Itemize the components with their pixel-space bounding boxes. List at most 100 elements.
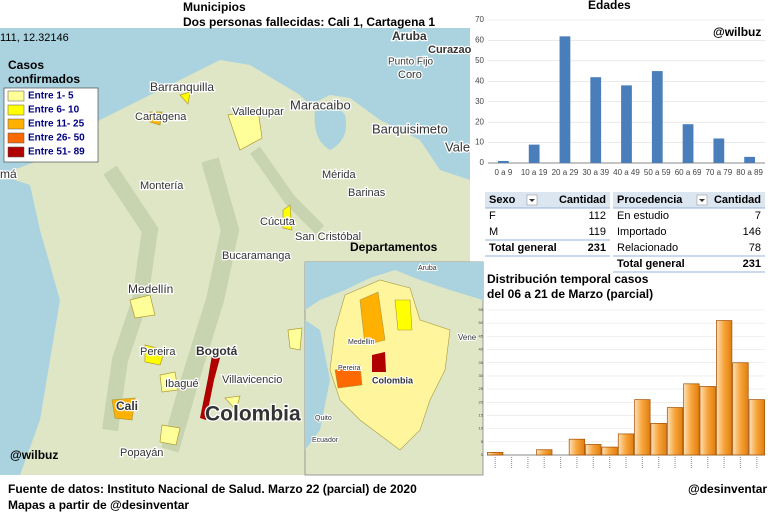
bar: [601, 446, 618, 456]
table-cell: 146: [743, 226, 761, 238]
map-label: Medellín: [128, 282, 173, 296]
table-cell: En estudio: [617, 210, 669, 222]
inset-label: Aruba: [418, 265, 437, 272]
y-tick-label: 5: [481, 439, 484, 444]
bar: [666, 407, 684, 456]
legend-title: Casos confirmados: [8, 58, 80, 86]
filter-arrow: [699, 199, 705, 202]
bar: [559, 36, 571, 163]
y-tick-label: 20: [475, 117, 484, 126]
footer-source: Fuente de datos: Instituto Nacional de S…: [8, 482, 417, 496]
table-header: Sexo: [489, 194, 516, 206]
inset-label: Pereira: [338, 365, 361, 372]
table-cell: 78: [749, 242, 761, 254]
table-cell: F: [489, 210, 496, 222]
filter-arrow: [529, 199, 535, 202]
bar: [585, 444, 602, 456]
bar: [568, 438, 586, 456]
y-tick-label: 45: [479, 333, 484, 338]
map-label: Punto Fijo: [388, 57, 433, 68]
tables: Sexo Cantidad F 112 M 119 Total general 231 Proc…: [485, 192, 765, 273]
table-total-bg: [613, 256, 765, 272]
bar: [528, 144, 540, 163]
chart-title: Distribución temporal casos del 06 a 21 d…: [487, 272, 653, 301]
bar: [650, 423, 667, 456]
legend-swatch: [7, 118, 25, 130]
legend-label: Entre 11- 25: [28, 119, 85, 130]
y-tick-label: 70: [475, 15, 484, 24]
y-tick-label: 35: [479, 360, 484, 365]
x-tick-label: 40 a 49: [613, 168, 640, 177]
map-label: má: [0, 167, 17, 181]
chart-annotation: @wilbuz: [713, 25, 761, 39]
table-total: 231: [743, 258, 761, 270]
y-tick-label: 20: [479, 399, 484, 404]
map-label: Aruba: [392, 29, 427, 43]
chart-title: Edades: [588, 0, 631, 12]
x-tick-label: 50 a 59: [644, 168, 671, 177]
table-total-bg: [485, 240, 610, 256]
legend-label: Entre 51- 89: [28, 147, 85, 158]
bar: [713, 138, 725, 163]
table-cell: Importado: [617, 226, 667, 238]
map-label: Villavicencio: [222, 374, 282, 386]
bar: [498, 160, 509, 163]
map-label: San Cristóbal: [295, 231, 361, 243]
inset-title: Departamentos: [350, 240, 438, 254]
map-label: Vale: [445, 139, 470, 154]
y-tick-label: 30: [475, 97, 484, 106]
bar: [682, 124, 694, 163]
legend-swatch: [7, 146, 25, 158]
bar: [683, 383, 700, 456]
x-tick-label: 20 a 29: [552, 168, 579, 177]
table-header: Procedencia: [617, 194, 683, 206]
bar: [748, 399, 765, 456]
footer-maps: Mapas a partir de @desinventar: [8, 498, 189, 512]
coords: 111, 12.32146: [0, 32, 69, 44]
map-title: Municipios: [183, 0, 246, 14]
map-label: Popayán: [120, 447, 163, 459]
legend-swatch: [7, 132, 25, 144]
map-label: Coro: [398, 69, 422, 81]
y-tick-label: 0: [481, 452, 484, 457]
map-label: Cúcuta: [260, 216, 296, 228]
inset-label: Medellín: [348, 339, 375, 346]
y-tick-label: 15: [479, 413, 484, 418]
inset-label: Colombia: [372, 375, 414, 385]
bar: [634, 399, 651, 456]
table-total: Total general: [489, 242, 557, 254]
y-tick-label: 40: [475, 76, 484, 85]
inset-label: Quito: [315, 415, 332, 422]
map-label: Barquisimeto: [372, 121, 448, 136]
x-tick-label: 70 a 79: [705, 168, 732, 177]
table-header: Cantidad: [714, 194, 761, 206]
map-label: Valledupar: [232, 106, 284, 118]
table-header-bg: [613, 192, 765, 208]
legend-swatch: [7, 104, 25, 116]
table-cell: 112: [588, 210, 606, 222]
bar: [744, 156, 755, 163]
table-header: Cantidad: [559, 194, 606, 206]
table-cell: Relacionado: [617, 242, 678, 254]
bar: [617, 433, 635, 456]
bar: [715, 320, 733, 456]
y-tick-label: 50: [479, 320, 484, 325]
y-tick-label: 60: [475, 36, 484, 45]
table-cell: 119: [588, 226, 606, 238]
inset-label: Vene: [458, 333, 477, 342]
table-total: Total general: [617, 258, 685, 270]
footer-credit: @desinventar: [688, 482, 767, 496]
table-header-bg: [485, 192, 610, 208]
map-label: Ibagué: [165, 378, 199, 390]
inset-map: [304, 261, 484, 476]
y-tick-label: 10: [475, 138, 484, 147]
map-label: Colombia: [205, 403, 301, 426]
bar: [621, 85, 632, 163]
map-label: Montería: [140, 180, 184, 192]
bar: [590, 77, 602, 163]
y-tick-label: 0: [480, 158, 485, 167]
map-label: Mérida: [322, 169, 357, 181]
table-cell: M: [489, 226, 498, 238]
x-tick-label: 80 a 89: [736, 168, 763, 177]
